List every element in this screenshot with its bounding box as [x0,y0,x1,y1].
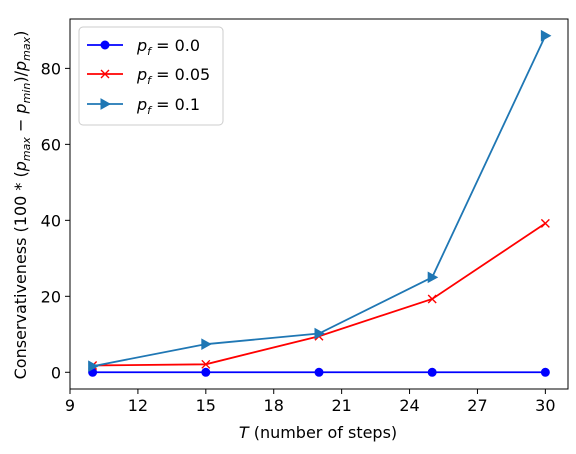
x-tick-label: 27 [467,396,487,415]
legend-marker-0 [100,40,110,50]
y-tick-label: 60 [41,135,61,154]
data-point-series-1 [427,294,437,304]
data-point-series-0 [314,367,324,377]
legend-marker-1 [100,69,110,79]
legend-marker-shape-0 [100,40,110,50]
x-tick-label: 21 [331,396,351,415]
data-point-series-0 [201,367,211,377]
x-tick-label: 15 [196,396,216,415]
legend: pf = 0.0 pf = 0.05 pf = 0.1 [78,26,224,126]
x-tick-label: 9 [65,396,75,415]
legend-entry-1: pf = 0.05 [87,65,210,87]
y-axis-label: Conservativeness (100 * (pmax − pmin)/pm… [11,31,33,380]
data-point-series-0 [540,367,550,377]
legend-label-0: pf = 0.0 [136,36,200,58]
legend-entry-0: pf = 0.0 [87,36,200,58]
x-tick-label: 18 [264,396,284,415]
legend-marker-shape-1 [100,69,110,79]
y-tick-label: 20 [41,287,61,306]
y-tick-label: 0 [51,363,61,382]
x-tick-label: 24 [399,396,419,415]
data-point-series-2 [88,360,99,373]
data-point-series-0 [427,367,437,377]
plot-layer [88,29,552,377]
legend-label-1: pf = 0.05 [136,65,210,87]
data-point-series-2 [201,338,212,351]
legend-label-2: pf = 0.1 [136,95,200,117]
y-tick-label: 40 [41,211,61,230]
x-axis-label: T (number of steps) [239,423,397,442]
x-tick-label: 12 [128,396,148,415]
legend-entry-2: pf = 0.1 [87,95,200,117]
x-tick-label: 30 [535,396,555,415]
data-point-series-1 [201,359,211,369]
data-point-series-2 [540,29,552,42]
y-tick-label: 80 [41,59,61,78]
axes-frame [69,18,569,390]
data-point-series-2 [427,271,439,284]
ticks-layer: 9 12 15 18 21 24 27 30 0 20 40 60 80 [41,59,556,415]
legend-marker-2 [100,98,112,110]
data-point-series-1 [540,218,550,228]
legend-marker-shape-2 [100,98,112,110]
legend-frame [78,26,224,126]
data-point-series-2 [314,327,326,340]
